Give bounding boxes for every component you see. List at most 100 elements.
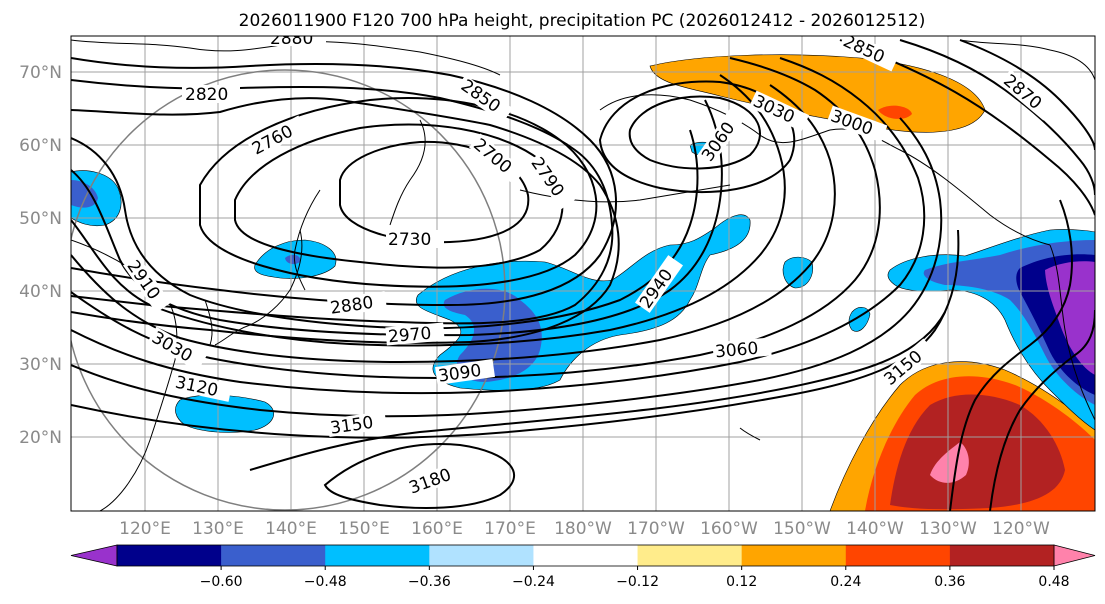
lon-label: 160°W xyxy=(700,519,758,539)
lat-axis: 70°N 60°N 50°N 40°N 30°N 20°N xyxy=(19,63,62,448)
colorbar-tick-label: 0.12 xyxy=(726,574,757,590)
contour-west-high xyxy=(949,199,1073,511)
colorbar-extend-low xyxy=(70,544,118,567)
lon-label: 120°W xyxy=(992,519,1050,539)
colorbar-cell xyxy=(325,545,430,566)
lat-label: 40°N xyxy=(19,282,62,302)
contour-3180 xyxy=(323,443,515,509)
lon-label: 170°W xyxy=(627,519,685,539)
colorbar-tick-label: −0.60 xyxy=(200,574,243,590)
colorbar-tick-label: 0.48 xyxy=(1038,574,1069,590)
label-bg xyxy=(748,90,810,132)
colorbar-cell xyxy=(845,545,951,566)
label-bg xyxy=(147,326,207,372)
label-bg xyxy=(998,69,1056,121)
contour-label: 2880 xyxy=(270,29,313,49)
coastline-kamchatka xyxy=(389,119,426,226)
coastline-canada xyxy=(959,39,1095,81)
contour-bering-low xyxy=(628,95,761,170)
contour-labels: 2880 2820 2850 2760 2700 2790 3030 3000 … xyxy=(122,29,1056,499)
label-bg xyxy=(712,337,772,361)
label-bg xyxy=(182,85,240,103)
colorbar-frame xyxy=(116,544,1055,567)
coastline-usa xyxy=(1049,244,1095,421)
contour-2790 xyxy=(199,97,598,288)
figure-title: 2026011900 F120 700 hPa height, precipit… xyxy=(239,11,926,31)
contour-west-high-2 xyxy=(989,309,1095,511)
lon-label: 180°W xyxy=(554,519,612,539)
colorbar-cell xyxy=(741,545,847,566)
label-bg xyxy=(268,36,326,46)
lon-label: 120°E xyxy=(119,519,171,539)
lat-label: 20°N xyxy=(19,428,62,448)
coastline-okhotsk xyxy=(293,189,321,291)
contour-2940 xyxy=(71,99,723,337)
lon-label: 160°E xyxy=(411,519,463,539)
precip-negative-japan-core xyxy=(285,254,301,265)
coastline-hawaii xyxy=(739,427,761,441)
contour-label: 3060 xyxy=(714,339,759,363)
label-bg xyxy=(634,255,684,313)
contour-ne-3 xyxy=(959,39,1095,151)
label-bg xyxy=(838,36,900,72)
label-bg xyxy=(455,74,513,124)
label-bg xyxy=(327,291,387,317)
precip-negative-namerica-4 xyxy=(1045,261,1095,375)
colorbar-cell xyxy=(221,545,326,566)
lon-label: 140°E xyxy=(265,519,317,539)
colorbar-tick-label: −0.24 xyxy=(512,574,555,590)
lon-axis: 120°E 130°E 140°E 150°E 160°E 170°E 180°… xyxy=(119,519,1050,539)
contour-2820 xyxy=(71,57,617,307)
colorbar-tick-label: −0.36 xyxy=(408,574,451,590)
precip-negative-small-1 xyxy=(782,256,813,289)
contour-label: 2820 xyxy=(185,85,228,105)
contour-3000 xyxy=(71,84,836,364)
colorbar-extend-high xyxy=(1053,544,1096,567)
contour-3120 xyxy=(71,229,960,439)
colorbar-cell xyxy=(637,545,743,566)
coastline-japan xyxy=(214,229,303,346)
lat-label: 70°N xyxy=(19,63,62,83)
colorbar-cell xyxy=(949,545,1055,566)
label-bg xyxy=(386,230,444,248)
contour-label: 2730 xyxy=(388,230,431,250)
range-ring xyxy=(71,69,506,511)
colorbar: −0.60 −0.48 −0.36 −0.24 −0.12 0.12 0.24 0.36 0.4… xyxy=(70,544,1096,590)
label-bg xyxy=(696,108,746,166)
coastline-korea xyxy=(204,299,213,346)
map-panel: 2880 2820 2850 2760 2700 2790 3030 3000 … xyxy=(70,29,1096,512)
label-bg xyxy=(526,152,576,210)
label-bg xyxy=(171,372,233,402)
label-bg xyxy=(878,338,936,390)
precip-negative-west-core xyxy=(71,180,98,208)
colorbar-tick-label: −0.48 xyxy=(304,574,347,590)
label-bg xyxy=(122,255,172,313)
contour-ne-2 xyxy=(899,39,1095,196)
contour-3060 xyxy=(71,57,926,395)
label-bg xyxy=(468,133,526,185)
contour-bering-low-2 xyxy=(598,80,796,194)
colorbar-cell xyxy=(429,545,534,566)
lon-label: 130°W xyxy=(919,519,977,539)
lat-label: 50°N xyxy=(19,209,62,229)
contour-3090 xyxy=(71,117,943,418)
colorbar-tick-label: 0.24 xyxy=(830,574,861,590)
lat-label: 30°N xyxy=(19,355,62,375)
label-bg xyxy=(435,359,495,385)
contour-3150 xyxy=(249,311,946,471)
lat-label: 60°N xyxy=(19,136,62,156)
lon-label: 150°E xyxy=(338,519,390,539)
contour-2760 xyxy=(234,123,564,269)
contour-label: 2970 xyxy=(387,324,432,348)
map-frame xyxy=(70,35,1096,512)
label-bg xyxy=(826,105,888,143)
label-bg xyxy=(404,460,466,498)
coastline-alaska xyxy=(599,94,1051,246)
colorbar-cell xyxy=(533,545,639,566)
colorbar-tick-label: 0.36 xyxy=(934,574,965,590)
lon-label: 170°E xyxy=(484,519,536,539)
colorbar-tick-label: −0.12 xyxy=(616,574,659,590)
colorbar-cell xyxy=(117,545,222,566)
precip-negative-philippines xyxy=(175,394,274,433)
